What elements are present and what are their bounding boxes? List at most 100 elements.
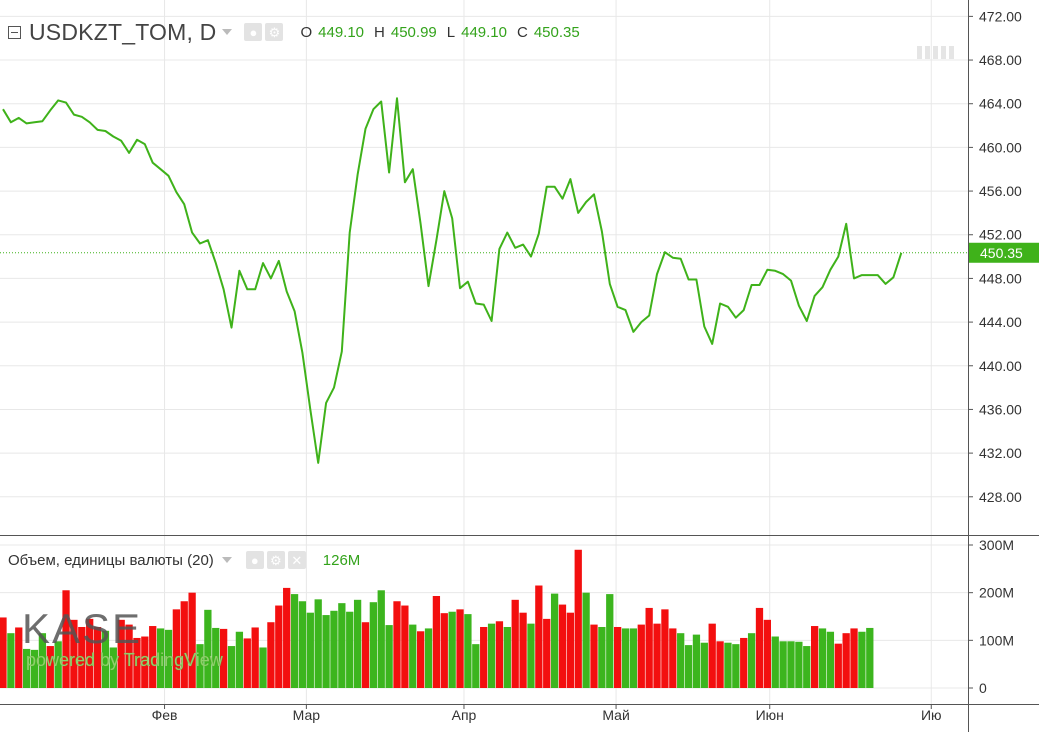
volume-bar [480,626,488,688]
volume-bar [550,593,559,688]
last-price-tag [969,242,1039,263]
volume-bar [811,626,819,688]
time-tick-label: Июн [756,707,784,723]
volume-bar [30,649,39,688]
volume-bar [464,614,472,688]
caret-down-icon[interactable] [222,29,233,35]
volume-tick-label: 100M [979,632,1014,648]
volume-bar [259,647,267,688]
volume-bar [684,645,693,688]
volume-bar [133,637,141,688]
volume-bar [566,612,574,688]
open-value: 449.10 [318,23,365,41]
volume-bar [401,605,409,688]
volume-bar [795,641,803,688]
volume-bar [818,628,827,688]
volume-bar [141,636,149,688]
price-series [0,97,968,464]
volume-tick-label: 300M [979,537,1014,553]
volume-bar [527,623,535,688]
time-tick-label: Ию [921,707,942,723]
volume-bar [700,642,708,688]
volume-bar [598,626,606,688]
low-value: 449.10 [461,23,507,41]
close-icon[interactable]: ✕ [287,551,306,569]
volume-bar [732,644,740,688]
caret-down-icon[interactable] [221,557,232,563]
volume-bar [771,636,779,688]
volume-bar [101,630,110,688]
volume-bar [677,633,685,688]
volume-bar [361,622,370,688]
volume-bar [62,590,70,688]
volume-bar [377,590,385,688]
eye-icon[interactable]: ● [244,23,263,41]
gear-icon[interactable]: ⚙ [266,551,285,569]
volume-bar [93,626,102,688]
volume-bar [850,628,858,688]
volume-bar [275,605,283,688]
time-tick-label: Май [602,707,629,723]
last-price-label: 450.35 [980,245,1023,261]
volume-bar [125,624,133,688]
kase-watermark: KASE powered by TradingView [22,605,223,671]
close-value: 450.35 [533,23,580,41]
volume-bar [0,617,7,688]
open-label: O [300,23,313,41]
volume-bar [834,643,842,688]
volume-title[interactable]: Объем, единицы валюты (20) [8,551,214,569]
price-tick-label: 444.00 [979,314,1022,330]
volume-bar [306,612,314,688]
volume-bar [755,607,764,688]
volume-tick-label: 200M [979,585,1014,601]
time-tick-label: Мар [293,707,321,723]
volume-bar [495,621,504,688]
volume-bar [669,628,677,688]
volume-bar [614,626,622,688]
price-tick-label: 452.00 [979,227,1022,243]
high-value: 450.99 [390,23,437,41]
volume-bar [779,641,787,688]
volume-bar [212,627,220,688]
collapse-icon[interactable] [8,25,21,39]
symbol-title[interactable]: USDKZT_TOM, D [29,18,217,45]
volume-bar [661,609,669,688]
volume-bar [235,631,244,688]
volume-bar [645,607,653,688]
volume-value: 126M [322,551,361,569]
volume-bar [763,619,771,688]
volume-bar [86,618,94,688]
volume-bar [220,628,228,688]
volume-bar [54,641,62,688]
volume-bar [346,611,354,688]
volume-bar [574,549,582,688]
volume-bar [149,626,157,688]
volume-bar [558,604,567,688]
volume-bar [243,638,251,688]
volume-bar [747,633,756,688]
volume-legend: Объем, единицы валюты (20) ● ⚙ ✕ 126M [8,549,360,571]
volume-bar [858,631,866,688]
powered-by-tradingview: powered by TradingView [26,650,223,670]
volume-bar [582,592,590,688]
price-tick-label: 460.00 [979,139,1022,155]
volume-bar [535,585,543,688]
volume-bar [393,601,401,688]
volume-bar [227,646,236,688]
low-label: L [446,23,456,41]
volume-bar [251,627,259,688]
series-legend: USDKZT_TOM, D ● ⚙ O 449.10 H 450.99 L 44… [8,18,580,46]
eye-icon[interactable]: ● [245,551,264,569]
volume-bar [803,646,811,688]
volume-bar [417,631,425,688]
pane-controls[interactable] [917,46,957,59]
gear-icon[interactable]: ⚙ [265,23,284,41]
volume-bar [204,609,212,688]
volume-bar [117,619,125,688]
price-tick-label: 468.00 [979,52,1022,68]
volume-bar [456,609,464,688]
volume-bar [724,642,732,688]
kase-logo-text: KASE [22,605,143,652]
